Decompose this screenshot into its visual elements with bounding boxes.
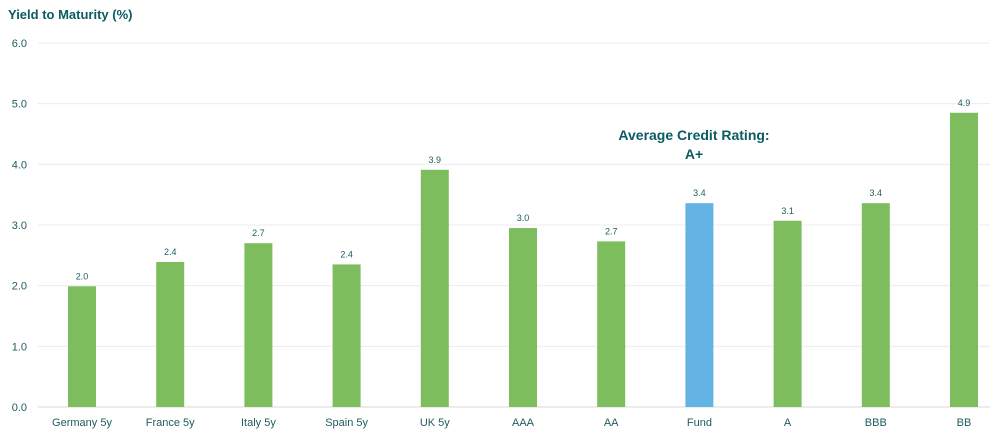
x-tick-label: BBB [865,417,887,429]
bar [685,203,714,407]
x-tick-label: UK 5y [420,417,450,429]
y-tick-label: 3.0 [12,220,27,232]
x-tick-label: AA [604,417,619,429]
data-label: 3.1 [781,206,794,216]
data-labels: 2.0 2.4 2.7 2.4 3.9 3.0 2.7 3.4 3.1 3.4 4.9 [76,98,971,282]
bar [861,203,890,407]
y-axis-title: Yield to Maturity (%) [8,7,132,22]
bar [420,169,449,407]
data-label: 2.4 [340,249,353,259]
x-axis-ticks: Germany 5y France 5y Italy 5y Spain 5y UK 5y… [52,417,971,429]
bar [950,112,978,408]
bar [332,264,361,407]
bar [597,241,626,407]
y-tick-label: 1.0 [12,341,27,353]
x-tick-label: AAA [512,417,535,429]
data-label: 3.4 [693,188,706,198]
bars [68,112,978,408]
x-tick-label: Italy 5y [241,417,276,429]
bar [773,220,802,407]
y-axis-ticks: 0.0 1.0 2.0 3.0 4.0 5.0 6.0 [12,38,27,414]
bar [509,228,537,407]
x-tick-label: A [784,417,792,429]
x-tick-label: France 5y [146,417,195,429]
data-label: 2.4 [164,247,177,257]
data-label: 3.0 [517,213,530,223]
annotation-line-2: A+ [685,146,703,162]
y-tick-label: 5.0 [12,99,27,111]
annotation-line-1: Average Credit Rating: [618,127,769,143]
bar [68,286,96,407]
data-label: 2.0 [76,271,89,281]
bar [244,243,273,407]
y-tick-label: 0.0 [12,402,27,414]
data-label: 3.9 [429,155,442,165]
data-label: 2.7 [252,228,265,238]
data-label: 2.7 [605,226,618,236]
data-label: 4.9 [958,98,971,108]
x-tick-label: Fund [687,417,712,429]
y-tick-label: 2.0 [12,281,27,293]
x-tick-label: Germany 5y [52,417,112,429]
data-label: 3.4 [870,188,883,198]
x-tick-label: BB [957,417,972,429]
y-tick-label: 4.0 [12,159,27,171]
bar [156,262,185,407]
y-tick-label: 6.0 [12,38,27,50]
x-tick-label: Spain 5y [325,417,368,429]
